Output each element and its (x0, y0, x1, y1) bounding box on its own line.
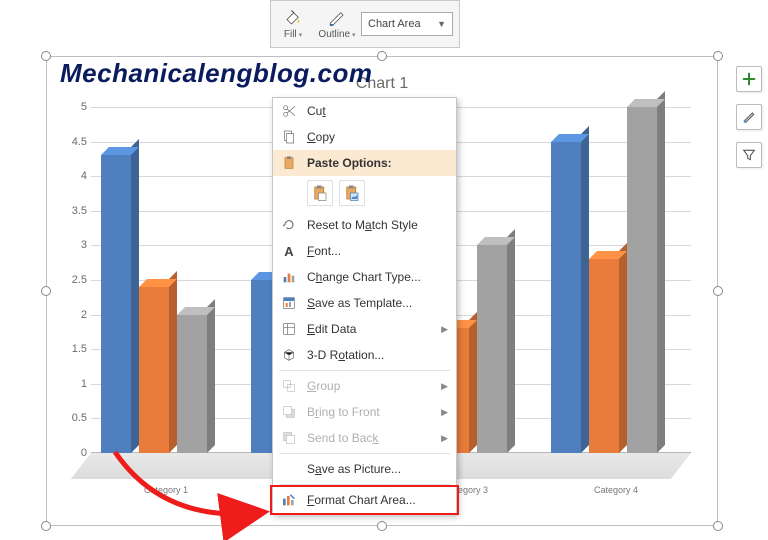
paint-bucket-icon (283, 9, 303, 27)
ctx-label: Cut (307, 104, 448, 118)
outline-label: Outline (318, 29, 355, 40)
resize-handle[interactable] (41, 286, 51, 296)
clipboard-icon (279, 154, 299, 172)
chart-bar[interactable] (477, 245, 507, 453)
chart-title[interactable]: Chart 1 (356, 75, 408, 93)
y-tick-label: 1 (81, 378, 87, 390)
y-tick-label: 4.5 (72, 136, 87, 148)
ctx-label: Edit Data (307, 322, 441, 336)
chart-element-selector[interactable]: Chart Area ▼ (361, 12, 453, 36)
chart-side-buttons (736, 66, 762, 168)
resize-handle[interactable] (377, 51, 387, 61)
mini-toolbar: Fill Outline Chart Area ▼ (270, 0, 460, 48)
brush-icon (741, 109, 757, 125)
ctx-send-back: Send to Back ▶ (273, 425, 456, 451)
ctx-label: 3-D Rotation... (307, 348, 448, 362)
ctx-reset[interactable]: Reset to Match Style (273, 212, 456, 238)
scissors-icon (279, 102, 299, 120)
ctx-label: Format Chart Area... (307, 493, 448, 507)
ctx-cut[interactable]: Cut (273, 98, 456, 124)
chart-bar[interactable] (551, 142, 581, 453)
paste-keep-picture[interactable] (339, 180, 365, 206)
chart-elements-button[interactable] (736, 66, 762, 92)
y-tick-label: 0.5 (72, 412, 87, 424)
pen-icon (327, 9, 347, 27)
ctx-change-chart-type[interactable]: Change Chart Type... (273, 264, 456, 290)
ctx-group: Group ▶ (273, 373, 456, 399)
submenu-arrow-icon: ▶ (441, 407, 448, 418)
ctx-edit-data[interactable]: Edit Data ▶ (273, 316, 456, 342)
ctx-save-template[interactable]: Save as Template... (273, 290, 456, 316)
cube-icon (279, 346, 299, 364)
y-tick-label: 2 (81, 309, 87, 321)
chart-bar[interactable] (101, 155, 131, 453)
ctx-format-chart-area[interactable]: Format Chart Area... (273, 487, 456, 513)
ctx-bring-front: Bring to Front ▶ (273, 399, 456, 425)
selector-value: Chart Area (368, 18, 421, 30)
outline-button[interactable]: Outline (315, 1, 359, 47)
ctx-label: Reset to Match Style (307, 218, 448, 232)
bring-front-icon (279, 403, 299, 421)
ctx-label: Paste Options: (307, 156, 448, 170)
reset-icon (279, 216, 299, 234)
ctx-label: Change Chart Type... (307, 270, 448, 284)
plus-icon (741, 71, 757, 87)
resize-handle[interactable] (41, 51, 51, 61)
y-axis: 00.511.522.533.544.55 (55, 107, 87, 479)
chart-type-icon (279, 268, 299, 286)
ctx-label: Copy (307, 130, 448, 144)
submenu-arrow-icon: ▶ (441, 433, 448, 444)
resize-handle[interactable] (377, 521, 387, 531)
category-label: Category 4 (551, 485, 681, 495)
y-tick-label: 3.5 (72, 205, 87, 217)
y-tick-label: 1.5 (72, 343, 87, 355)
format-icon (279, 491, 299, 509)
ctx-label: Bring to Front (307, 405, 441, 419)
resize-handle[interactable] (713, 286, 723, 296)
edit-data-icon (279, 320, 299, 338)
template-icon (279, 294, 299, 312)
y-tick-label: 4 (81, 170, 87, 182)
context-menu: Cut Copy Paste Options: Reset to Match S… (272, 97, 457, 514)
resize-handle[interactable] (713, 521, 723, 531)
y-tick-label: 5 (81, 101, 87, 113)
chart-bar[interactable] (627, 107, 657, 453)
ctx-paste-row (273, 176, 456, 212)
filter-icon (741, 147, 757, 163)
paste-use-destination[interactable] (307, 180, 333, 206)
ctx-font[interactable]: A Font... (273, 238, 456, 264)
font-icon: A (279, 242, 299, 260)
group-icon (279, 377, 299, 395)
submenu-arrow-icon: ▶ (441, 381, 448, 392)
ctx-label: Save as Template... (307, 296, 448, 310)
category-label: Category 1 (101, 485, 231, 495)
chart-bar[interactable] (139, 287, 169, 453)
ctx-label: Font... (307, 244, 448, 258)
submenu-arrow-icon: ▶ (441, 324, 448, 335)
chart-bar[interactable] (177, 315, 207, 453)
copy-icon (279, 128, 299, 146)
fill-label: Fill (284, 29, 302, 40)
y-tick-label: 3 (81, 239, 87, 251)
fill-button[interactable]: Fill (271, 1, 315, 47)
ctx-save-as-picture[interactable]: Save as Picture... (273, 456, 456, 482)
ctx-label: Save as Picture... (307, 462, 448, 476)
ctx-label: Group (307, 379, 441, 393)
ctx-paste-options: Paste Options: (273, 150, 456, 176)
chevron-down-icon: ▼ (437, 19, 446, 29)
chart-filters-button[interactable] (736, 142, 762, 168)
ctx-label: Send to Back (307, 431, 441, 445)
y-tick-label: 2.5 (72, 274, 87, 286)
chart-styles-button[interactable] (736, 104, 762, 130)
chart-bar[interactable] (589, 259, 619, 453)
ctx-copy[interactable]: Copy (273, 124, 456, 150)
send-back-icon (279, 429, 299, 447)
ctx-3d-rotation[interactable]: 3-D Rotation... (273, 342, 456, 368)
resize-handle[interactable] (713, 51, 723, 61)
resize-handle[interactable] (41, 521, 51, 531)
